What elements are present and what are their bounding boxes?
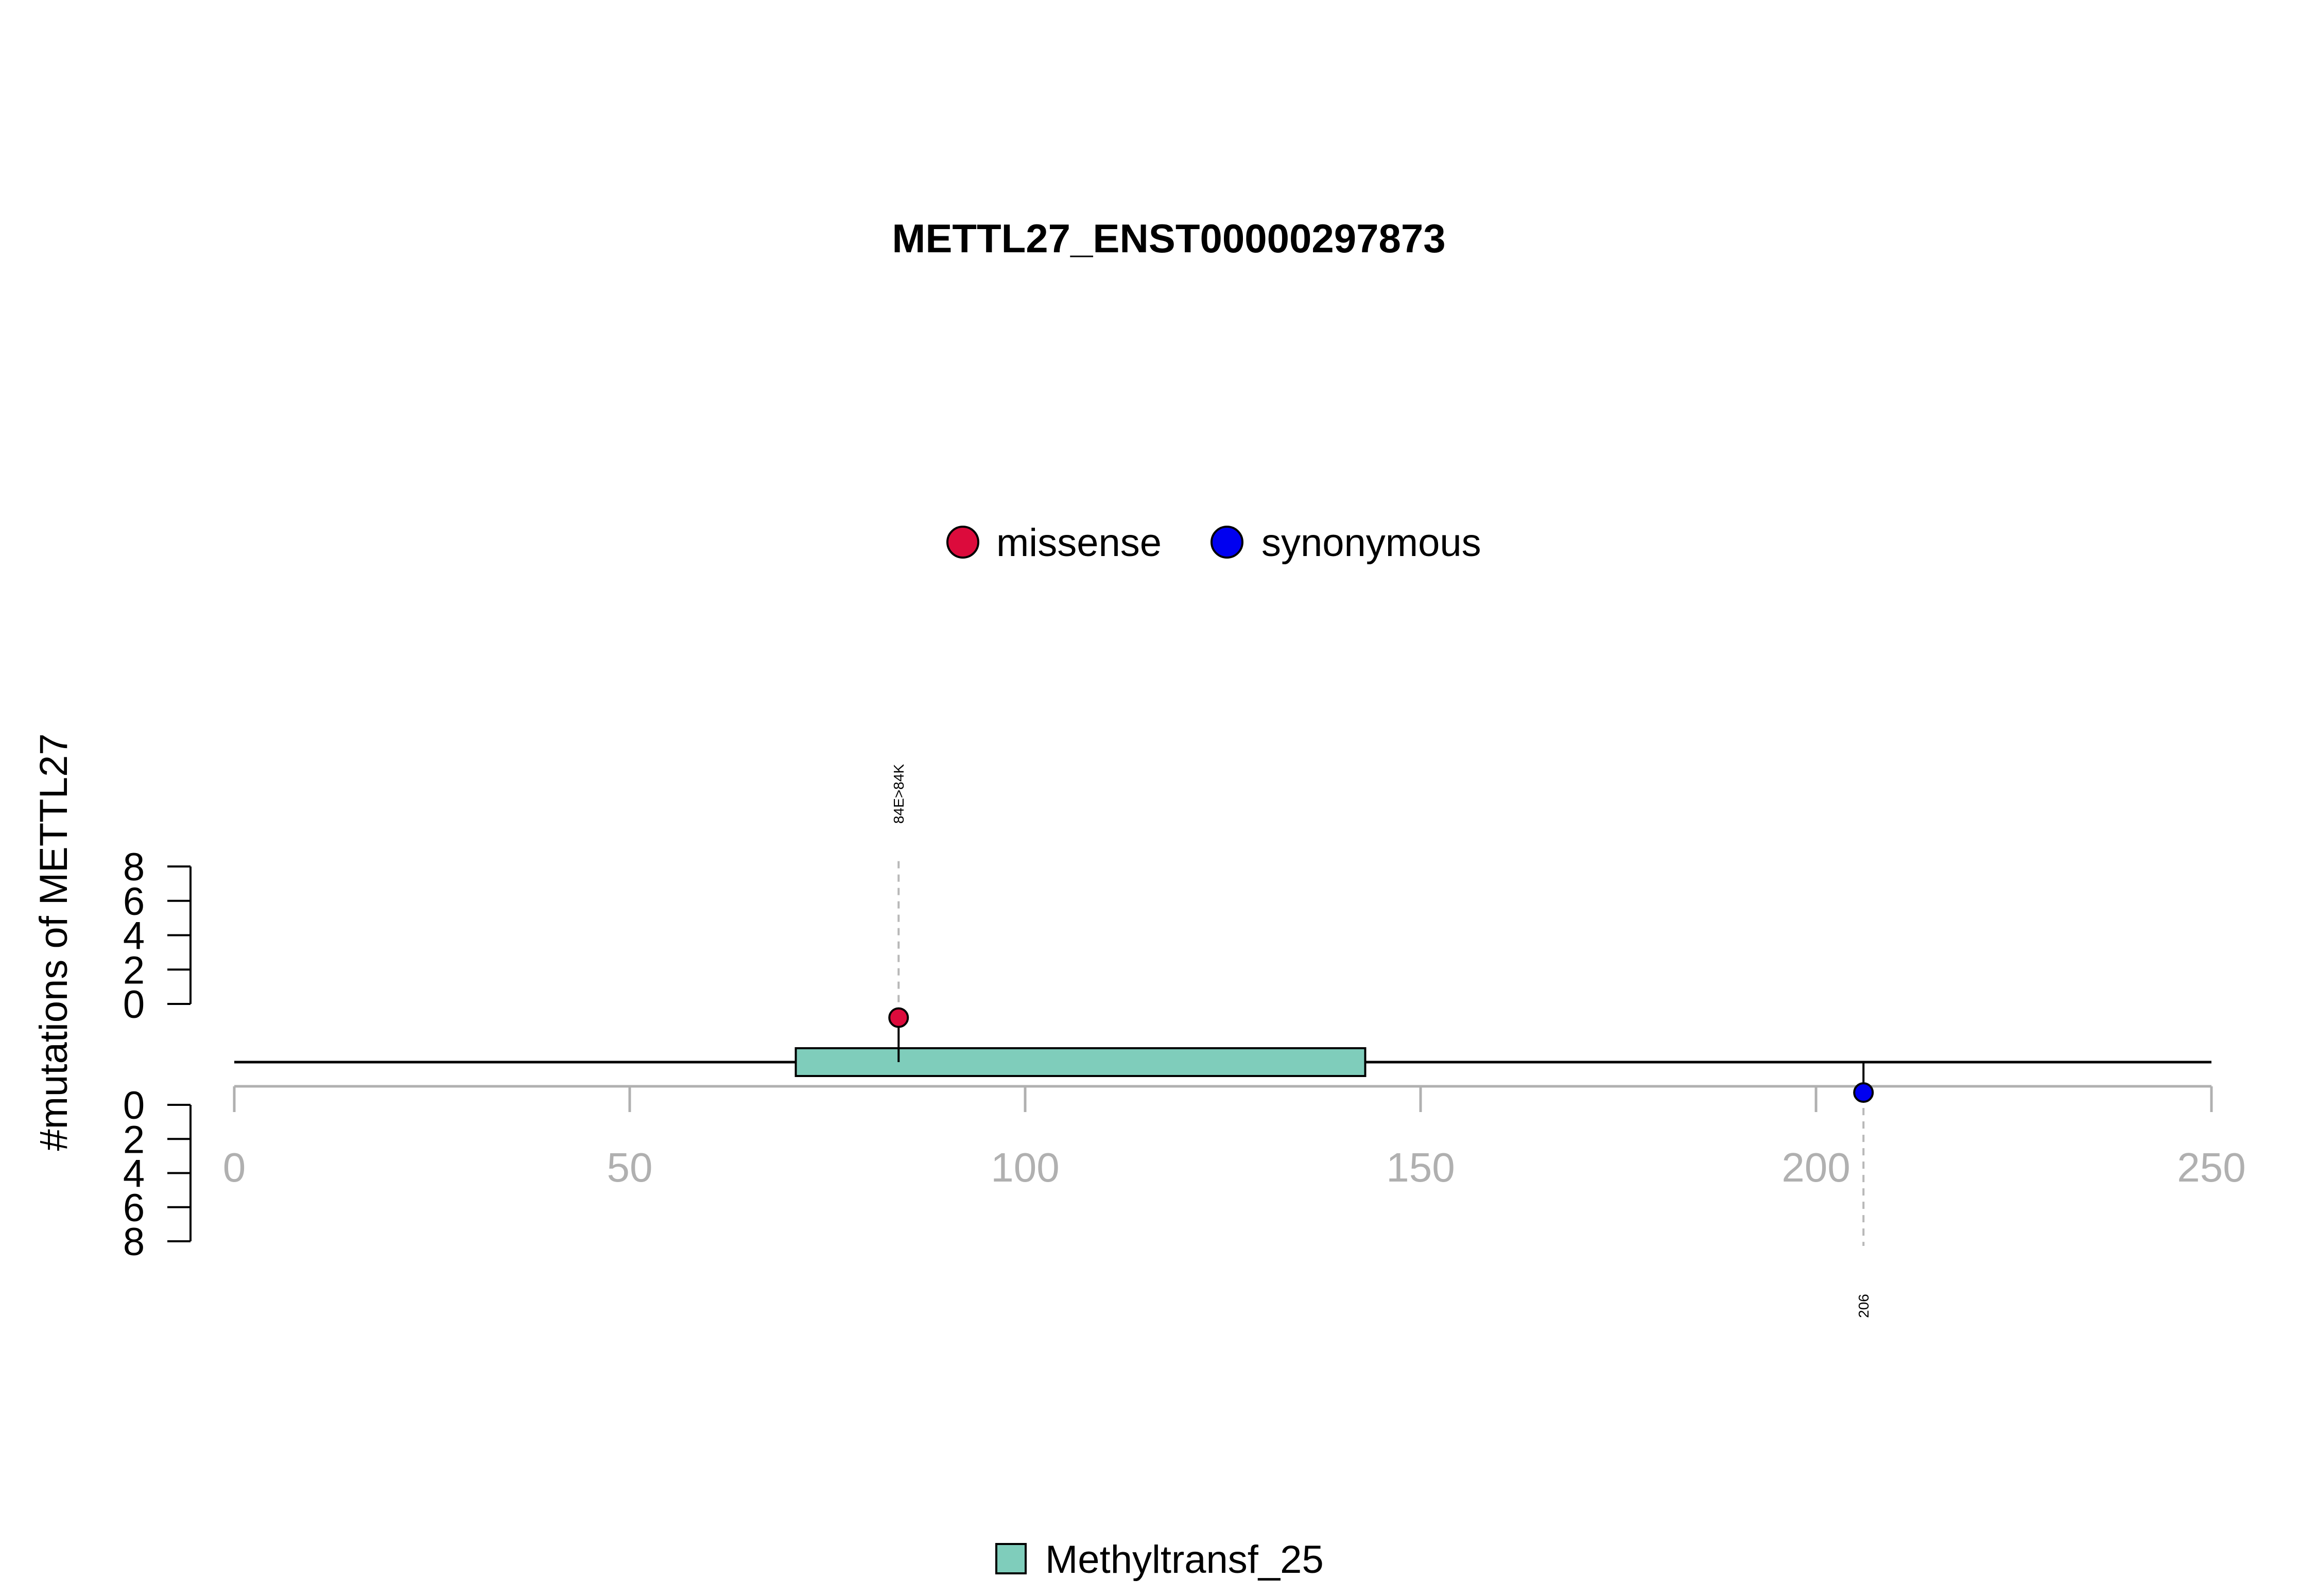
y-tick-label-bottom-6: 6	[123, 1186, 145, 1230]
y-tick-label-top-6: 6	[123, 880, 145, 924]
mutation-point-1	[1853, 1082, 1874, 1103]
mutations-layer: 84E>84K 206	[888, 764, 1874, 1318]
chart-title: METTL27_ENST00000297873	[892, 216, 1445, 261]
mutation-label-0: 84E>84K	[891, 764, 907, 824]
y-tick-label-top-4: 4	[123, 914, 145, 958]
legend-bottom: Methyltransf_25	[995, 1538, 1324, 1582]
y-tick-label-bottom-4: 4	[123, 1152, 145, 1196]
legend-swatch-methyltransf-25	[995, 1543, 1027, 1574]
legend-marker-missense	[946, 526, 979, 559]
legend-label-methyltransf-25: Methyltransf_25	[1045, 1538, 1324, 1582]
legend-top: missense synonymous	[946, 521, 1481, 565]
y-tick-label-top-2: 2	[123, 948, 145, 992]
protein-track	[234, 1047, 2211, 1077]
mutation-label-1: 206	[1856, 1294, 1872, 1318]
x-tick-label-50: 50	[607, 1144, 653, 1190]
legend-label-synonymous: synonymous	[1261, 521, 1481, 565]
legend-marker-synonymous	[1211, 526, 1243, 559]
x-axis: 0 50 100 150 200 250	[223, 1085, 2246, 1190]
y-tick-label-bottom-0: 0	[123, 1084, 145, 1127]
y-axis-label: #mutations of METTL27	[32, 733, 76, 1151]
y-tick-label-top-8: 8	[123, 845, 145, 889]
x-tick-label-250: 250	[2177, 1144, 2245, 1190]
legend-label-missense: missense	[996, 521, 1162, 565]
y-tick-label-top-0: 0	[123, 983, 145, 1027]
x-tick-label-200: 200	[1782, 1144, 1850, 1190]
domain-0	[794, 1047, 1367, 1077]
mutation-point-0	[888, 1007, 909, 1028]
legend-item-synonymous: synonymous	[1211, 521, 1481, 565]
y-tick-label-bottom-8: 8	[123, 1220, 145, 1264]
y-tick-label-bottom-2: 2	[123, 1118, 145, 1161]
x-tick-label-150: 150	[1386, 1144, 1455, 1190]
x-tick-label-100: 100	[991, 1144, 1059, 1190]
x-tick-label-0: 0	[223, 1144, 246, 1190]
legend-item-missense: missense	[946, 521, 1162, 565]
